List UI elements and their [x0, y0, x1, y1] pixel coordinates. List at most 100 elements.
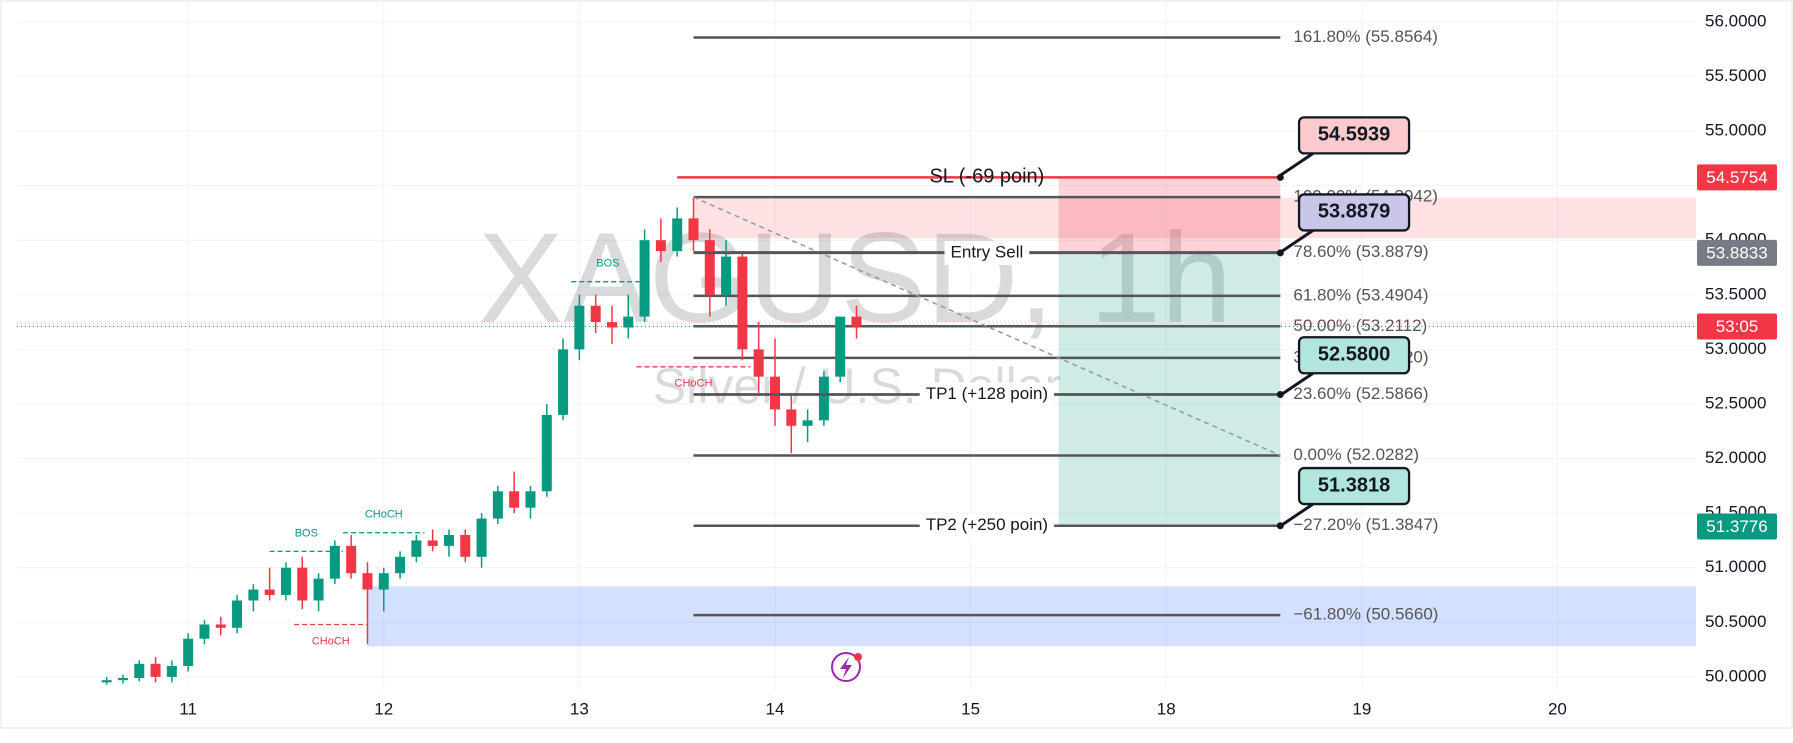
price-badge-label: 53.8833	[1706, 243, 1767, 262]
label-background	[944, 240, 1030, 265]
candle-body	[753, 349, 764, 377]
y-tick-label: 50.0000	[1705, 666, 1766, 685]
candle-body	[509, 491, 520, 508]
candle-body	[395, 556, 406, 574]
candle-body	[183, 638, 194, 666]
callout-label: 54.5939	[1318, 124, 1390, 146]
candle-body	[704, 240, 715, 295]
candle-body	[248, 589, 259, 601]
icon-bolt	[840, 657, 852, 678]
callout-label: 53.8879	[1318, 201, 1390, 223]
annotation-label: CHoCH	[675, 378, 713, 390]
fib-label: 0.00% (52.0282)	[1293, 445, 1419, 464]
candle-body	[378, 573, 389, 590]
y-tick-label: 55.0000	[1705, 120, 1766, 139]
candle-body	[525, 491, 536, 508]
callout-label: 52.5800	[1318, 344, 1390, 366]
x-tick-label: 20	[1548, 699, 1567, 718]
callout-pointer	[1279, 502, 1314, 528]
x-tick-label: 15	[961, 699, 980, 718]
candle-body	[232, 600, 243, 628]
candle-body	[655, 240, 666, 252]
fib-label: 50.00% (53.2112)	[1293, 316, 1427, 335]
x-tick-label: 14	[766, 699, 785, 718]
candle-body	[606, 322, 617, 328]
risk-zone	[1058, 177, 1281, 253]
callout-pointer	[1279, 371, 1314, 397]
annotation-label: CHoCH	[312, 635, 350, 647]
candle-body	[737, 256, 748, 350]
candle-body	[818, 376, 829, 421]
candle-body	[802, 420, 813, 426]
candle-body	[835, 316, 846, 377]
candle-body	[460, 534, 471, 557]
annotation-label: BOS	[295, 527, 318, 539]
countdown-badge-label: 53:05	[1716, 317, 1759, 336]
callout-box	[1297, 116, 1411, 155]
x-tick-label: 13	[570, 699, 589, 718]
x-tick-label: 11	[179, 699, 197, 718]
trend-line	[693, 196, 1281, 457]
price-badge	[1697, 513, 1777, 540]
candle-body	[786, 409, 797, 426]
callout-box	[1297, 193, 1411, 232]
candle-body	[346, 545, 357, 574]
event-icon	[831, 652, 862, 682]
price-badge	[1697, 239, 1777, 266]
price-badge-label: 54.5754	[1706, 168, 1767, 187]
callout-box	[1297, 466, 1411, 506]
candle-body	[166, 665, 177, 677]
candle-body	[639, 240, 650, 317]
candle-body	[851, 316, 862, 327]
zone	[693, 197, 1696, 239]
y-tick-label: 52.0000	[1705, 448, 1766, 467]
position-label: SL (-69 poin)	[929, 166, 1044, 188]
candle-body	[623, 316, 634, 328]
reward-zone	[1058, 252, 1281, 526]
annotation-label: CHoCH	[365, 509, 403, 521]
candle-body	[492, 491, 503, 519]
callout-box	[1297, 336, 1411, 375]
y-tick-label: 53.5000	[1705, 284, 1766, 303]
candle-body	[541, 414, 552, 492]
price-badge-label: 51.3776	[1706, 517, 1767, 536]
candle-body	[101, 680, 112, 683]
annotation-label: BOS	[596, 258, 619, 270]
candle-body	[443, 534, 454, 546]
candle-body	[280, 567, 291, 596]
position-label: Entry Sell	[951, 242, 1024, 261]
candle-body	[574, 305, 585, 350]
candle-body	[476, 518, 487, 557]
position-label: TP1 (+128 poin)	[926, 384, 1048, 403]
fib-label: 78.60% (53.8879)	[1293, 242, 1428, 261]
y-tick-label: 52.5000	[1705, 393, 1766, 412]
fib-label: 61.80% (53.4904)	[1293, 285, 1428, 304]
candle-body	[150, 663, 161, 677]
candle-body	[329, 545, 340, 579]
fib-label: −27.20% (51.3847)	[1293, 515, 1438, 534]
candle-body	[199, 624, 210, 639]
candle-body	[117, 677, 128, 681]
candle-body	[427, 540, 438, 546]
callout-label: 51.3818	[1318, 474, 1390, 496]
y-tick-label: 53.0000	[1705, 339, 1766, 358]
label-background	[919, 382, 1055, 407]
candle-body	[721, 256, 732, 295]
fib-label: 23.60% (52.5866)	[1293, 384, 1428, 403]
price-badge	[1697, 164, 1777, 191]
y-tick-label: 56.0000	[1705, 11, 1766, 30]
y-tick-label: 50.5000	[1705, 612, 1766, 631]
y-tick-label: 55.5000	[1705, 66, 1766, 85]
candle-body	[215, 624, 226, 628]
candle-body	[297, 567, 308, 601]
candle-body	[558, 349, 569, 415]
candle-body	[688, 218, 699, 241]
x-tick-label: 18	[1157, 699, 1176, 718]
label-background	[919, 513, 1055, 538]
fib-label: 161.80% (55.8564)	[1293, 27, 1438, 46]
x-tick-label: 12	[374, 699, 393, 718]
candle-body	[411, 540, 422, 557]
candle-body	[264, 589, 275, 596]
